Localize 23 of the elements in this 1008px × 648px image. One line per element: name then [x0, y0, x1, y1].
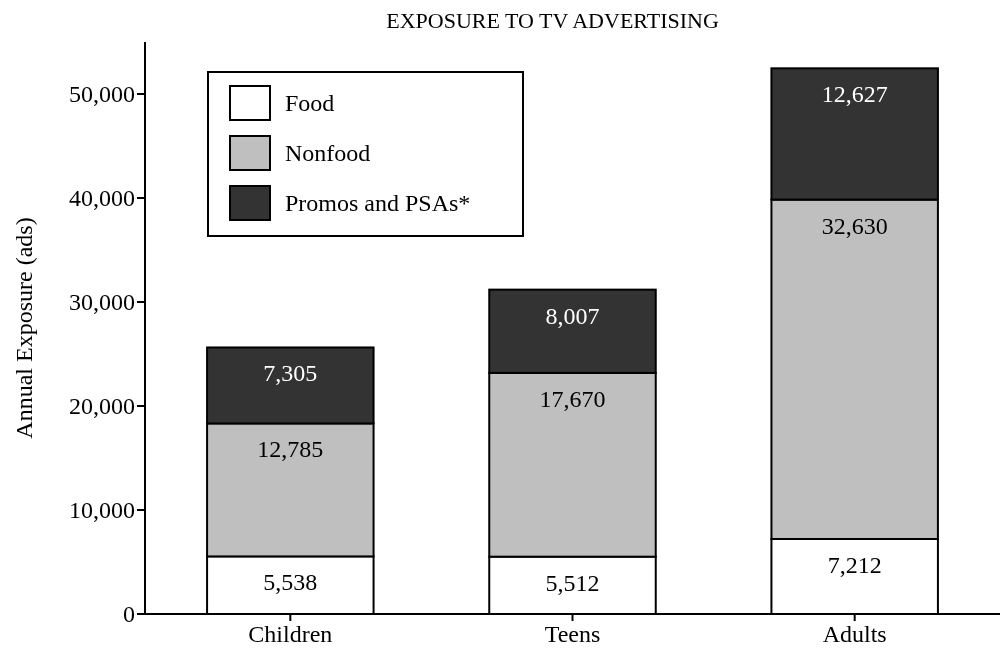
data-label: 32,630	[821, 212, 888, 239]
y-tick-label: 20,000	[69, 393, 135, 420]
y-tick-label: 50,000	[69, 81, 135, 108]
y-tick-label: 30,000	[69, 289, 135, 316]
data-label: 7,212	[827, 552, 882, 578]
y-tick-label: 10,000	[69, 497, 135, 524]
data-label: 12,627	[821, 81, 888, 108]
legend-label: Food	[285, 90, 335, 117]
data-label: 12,785	[257, 436, 324, 463]
legend-label: Nonfood	[285, 140, 371, 167]
x-tick-label: Children	[248, 621, 333, 647]
y-axis-title: Annual Exposure (ads)	[11, 217, 37, 439]
y-tick-label: 0	[123, 601, 135, 628]
data-label: 17,670	[539, 385, 606, 412]
data-label: 5,512	[545, 569, 600, 596]
legend-label: Promos and PSAs*	[285, 190, 471, 217]
chart-title: EXPOSURE TO TV ADVERTISING	[386, 8, 719, 33]
data-label: 8,007	[545, 302, 600, 329]
x-tick-label: Teens	[544, 621, 601, 647]
data-label: 5,538	[263, 569, 318, 596]
y-tick-label: 40,000	[69, 185, 135, 212]
data-label: 7,305	[263, 360, 318, 387]
x-tick-label: Adults	[822, 621, 887, 647]
